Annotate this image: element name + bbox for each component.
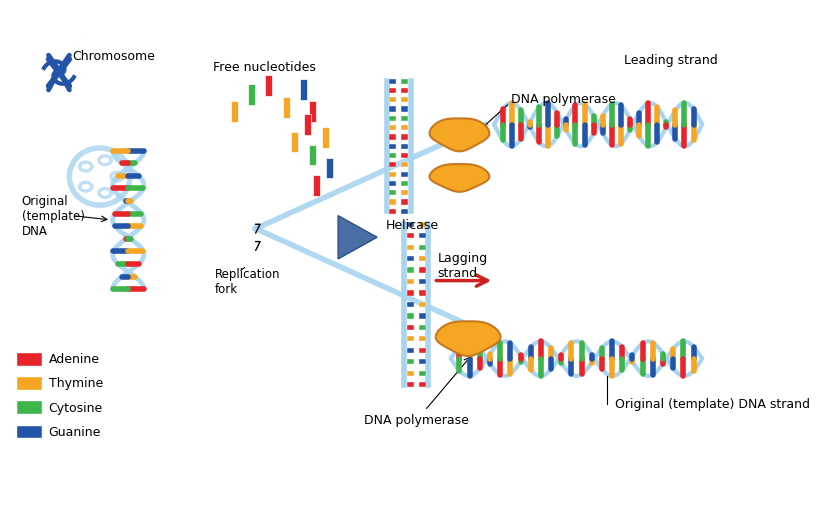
Bar (406, 245, 414, 250)
Bar (419, 291, 426, 296)
Bar (389, 89, 396, 94)
Bar (389, 135, 396, 140)
Bar (401, 154, 409, 159)
FancyBboxPatch shape (16, 425, 42, 438)
Bar (406, 257, 414, 262)
Bar (401, 79, 409, 85)
Text: Lagging
strand: Lagging strand (438, 251, 488, 279)
Bar (389, 154, 396, 159)
Bar (419, 234, 426, 239)
Bar (419, 302, 426, 308)
Bar (419, 222, 426, 227)
FancyBboxPatch shape (283, 97, 290, 118)
Bar (406, 325, 414, 330)
Text: Chromosome: Chromosome (72, 50, 155, 63)
Bar (406, 291, 414, 296)
Bar (389, 172, 396, 177)
Bar (419, 257, 426, 262)
Bar (419, 371, 426, 376)
Text: Leading strand: Leading strand (624, 54, 718, 67)
Bar (305, 115, 311, 136)
Bar (322, 128, 328, 148)
Bar (389, 79, 396, 85)
Text: Replication
fork: Replication fork (215, 267, 280, 295)
Bar (401, 200, 409, 205)
Bar (419, 279, 426, 285)
Bar (419, 382, 426, 387)
FancyBboxPatch shape (231, 102, 238, 123)
FancyBboxPatch shape (16, 352, 42, 366)
Bar (406, 360, 414, 365)
Bar (292, 132, 298, 153)
Bar (406, 348, 414, 353)
Bar (309, 145, 315, 166)
FancyBboxPatch shape (16, 400, 42, 414)
FancyBboxPatch shape (300, 80, 307, 101)
Bar (406, 371, 414, 376)
Bar (401, 107, 409, 113)
Bar (401, 181, 409, 187)
Text: Thymine: Thymine (48, 377, 103, 390)
Bar (401, 89, 409, 94)
Bar (389, 144, 396, 149)
Bar (401, 135, 409, 140)
Bar (406, 302, 414, 308)
FancyBboxPatch shape (16, 376, 42, 390)
Bar (406, 336, 414, 342)
Text: Cytosine: Cytosine (48, 401, 103, 414)
Text: Adenine: Adenine (48, 352, 100, 366)
Text: Original
(template)
DNA: Original (template) DNA (21, 195, 84, 238)
Bar (389, 126, 396, 131)
Bar (419, 360, 426, 365)
Bar (401, 172, 409, 177)
Polygon shape (338, 216, 377, 260)
FancyBboxPatch shape (265, 76, 272, 97)
Bar (419, 325, 426, 330)
Bar (406, 314, 414, 319)
Bar (389, 117, 396, 122)
Bar (389, 107, 396, 113)
Text: Original (template) DNA strand: Original (template) DNA strand (616, 397, 811, 411)
Bar (401, 209, 409, 215)
Bar (389, 191, 396, 196)
Bar (401, 163, 409, 168)
Bar (419, 245, 426, 250)
Bar (419, 348, 426, 353)
Bar (406, 268, 414, 273)
Polygon shape (436, 322, 500, 357)
FancyBboxPatch shape (248, 85, 255, 106)
Bar (313, 176, 320, 196)
Bar (389, 163, 396, 168)
Bar (401, 98, 409, 103)
Text: DNA polymerase: DNA polymerase (364, 413, 468, 426)
Bar (389, 209, 396, 215)
Bar (326, 158, 333, 179)
Bar (419, 314, 426, 319)
Text: Guanine: Guanine (48, 425, 101, 438)
Polygon shape (429, 119, 490, 152)
Bar (419, 336, 426, 342)
Bar (406, 279, 414, 285)
Bar (401, 191, 409, 196)
Text: Helicase: Helicase (386, 218, 439, 231)
Bar (389, 98, 396, 103)
Bar (389, 181, 396, 187)
Bar (406, 382, 414, 387)
Bar (406, 222, 414, 227)
Polygon shape (429, 165, 490, 192)
Bar (389, 200, 396, 205)
FancyBboxPatch shape (309, 102, 315, 123)
Text: Free nucleotides: Free nucleotides (213, 61, 316, 73)
Bar (401, 117, 409, 122)
Bar (419, 268, 426, 273)
Text: DNA polymerase: DNA polymerase (511, 93, 617, 106)
Bar (406, 234, 414, 239)
Bar (401, 126, 409, 131)
Bar (401, 144, 409, 149)
